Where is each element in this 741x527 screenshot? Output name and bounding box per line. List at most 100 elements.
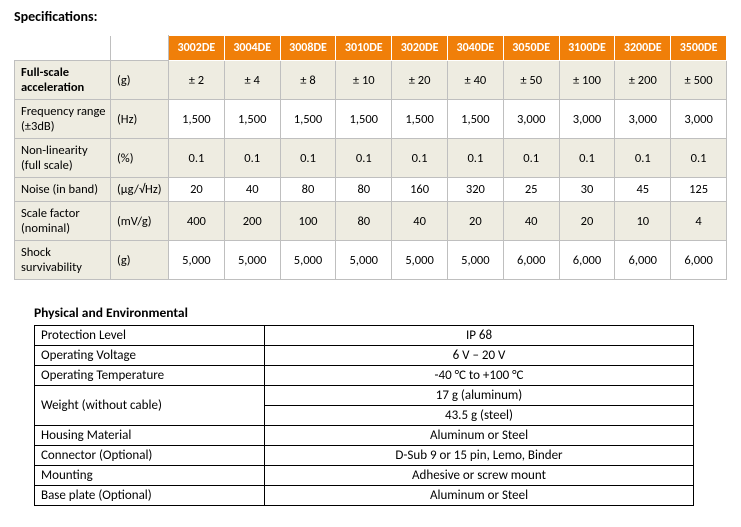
spec-cell: 5,000 (280, 241, 336, 280)
spec-cell: 3,000 (671, 100, 727, 139)
spec-cell: 1,500 (392, 100, 448, 139)
phys-row-value: 43.5 g (steel) (265, 406, 694, 426)
spec-cell: 1,500 (447, 100, 503, 139)
spec-cell: 5,000 (336, 241, 392, 280)
spec-cell: 3,000 (503, 100, 559, 139)
spec-cell: 0.1 (447, 139, 503, 178)
spec-header-blank-label (15, 36, 111, 61)
spec-cell: 6,000 (671, 241, 727, 280)
spec-cell: ± 2 (169, 61, 225, 100)
model-header: 3200DE (615, 36, 671, 61)
spec-cell: 5,000 (447, 241, 503, 280)
spec-cell: ± 10 (336, 61, 392, 100)
spec-row-label: Non-linearity (full scale) (15, 139, 111, 178)
model-header: 3010DE (336, 36, 392, 61)
spec-cell: 5,000 (392, 241, 448, 280)
spec-cell: ± 500 (671, 61, 727, 100)
phys-row-value: Aluminum or Steel (265, 486, 694, 506)
spec-row-label: Noise (in band) (15, 178, 111, 202)
model-header: 3004DE (224, 36, 280, 61)
model-header: 3100DE (559, 36, 615, 61)
phys-row-label: Weight (without cable) (35, 386, 265, 426)
specifications-table: 3002DE3004DE3008DE3010DE3020DE3040DE3050… (14, 35, 727, 280)
spec-cell: 160 (392, 178, 448, 202)
model-header: 3008DE (280, 36, 336, 61)
spec-cell: 20 (169, 178, 225, 202)
spec-cell: 1,500 (169, 100, 225, 139)
spec-cell: 125 (671, 178, 727, 202)
spec-cell: 80 (336, 202, 392, 241)
spec-cell: ± 4 (224, 61, 280, 100)
spec-cell: ± 40 (447, 61, 503, 100)
phys-row-value: 17 g (aluminum) (265, 386, 694, 406)
spec-cell: 3,000 (615, 100, 671, 139)
spec-cell: ± 50 (503, 61, 559, 100)
phys-row-label: Connector (Optional) (35, 446, 265, 466)
spec-cell: 3,000 (559, 100, 615, 139)
model-header: 3040DE (447, 36, 503, 61)
spec-cell: 5,000 (224, 241, 280, 280)
phys-row-value: Adhesive or screw mount (265, 466, 694, 486)
spec-cell: 6,000 (503, 241, 559, 280)
spec-cell: 40 (392, 202, 448, 241)
spec-cell: 0.1 (392, 139, 448, 178)
spec-cell: 0.1 (224, 139, 280, 178)
spec-cell: 0.1 (336, 139, 392, 178)
phys-row-label: Mounting (35, 466, 265, 486)
physical-environmental-table: Protection LevelIP 68Operating Voltage6 … (34, 325, 694, 506)
model-header: 3002DE (169, 36, 225, 61)
spec-row-label: Frequency range (±3dB) (15, 100, 111, 139)
model-header: 3050DE (503, 36, 559, 61)
phys-row-label: Housing Material (35, 426, 265, 446)
spec-cell: 40 (503, 202, 559, 241)
spec-cell: 10 (615, 202, 671, 241)
spec-cell: 0.1 (169, 139, 225, 178)
spec-cell: 1,500 (336, 100, 392, 139)
phys-row-value: -40 °C to +100 °C (265, 366, 694, 386)
page-title: Specifications: (14, 8, 727, 25)
spec-cell: 0.1 (503, 139, 559, 178)
spec-row-unit: (mV/g) (111, 202, 169, 241)
spec-row-label: Scale factor (nominal) (15, 202, 111, 241)
spec-cell: 320 (447, 178, 503, 202)
spec-cell: ± 20 (392, 61, 448, 100)
spec-cell: ± 8 (280, 61, 336, 100)
phys-row-value: 6 V – 20 V (265, 346, 694, 366)
spec-cell: 1,500 (224, 100, 280, 139)
spec-cell: 1,500 (280, 100, 336, 139)
spec-cell: 0.1 (615, 139, 671, 178)
phys-row-value: Aluminum or Steel (265, 426, 694, 446)
spec-cell: 25 (503, 178, 559, 202)
phys-row-label: Operating Temperature (35, 366, 265, 386)
phys-row-label: Protection Level (35, 326, 265, 346)
spec-cell: 45 (615, 178, 671, 202)
spec-row-label: Full-scale acceleration (15, 61, 111, 100)
spec-cell: 100 (280, 202, 336, 241)
spec-cell: 80 (336, 178, 392, 202)
spec-row-label: Shock survivability (15, 241, 111, 280)
spec-row-unit: (g) (111, 61, 169, 100)
spec-row-unit: (Hz) (111, 100, 169, 139)
model-header: 3500DE (671, 36, 727, 61)
spec-row-unit: (%) (111, 139, 169, 178)
model-header: 3020DE (392, 36, 448, 61)
phys-heading: Physical and Environmental (34, 304, 727, 321)
spec-cell: 0.1 (559, 139, 615, 178)
spec-header-blank-unit (111, 36, 169, 61)
spec-cell: 4 (671, 202, 727, 241)
spec-cell: 20 (559, 202, 615, 241)
spec-cell: 0.1 (280, 139, 336, 178)
phys-row-label: Operating Voltage (35, 346, 265, 366)
spec-cell: ± 100 (559, 61, 615, 100)
spec-cell: 80 (280, 178, 336, 202)
spec-row-unit: (g) (111, 241, 169, 280)
spec-cell: 30 (559, 178, 615, 202)
spec-cell: 40 (224, 178, 280, 202)
spec-cell: 6,000 (615, 241, 671, 280)
spec-cell: 20 (447, 202, 503, 241)
spec-cell: 5,000 (169, 241, 225, 280)
spec-cell: 200 (224, 202, 280, 241)
spec-cell: ± 200 (615, 61, 671, 100)
phys-row-value: D-Sub 9 or 15 pin, Lemo, Binder (265, 446, 694, 466)
phys-row-value: IP 68 (265, 326, 694, 346)
